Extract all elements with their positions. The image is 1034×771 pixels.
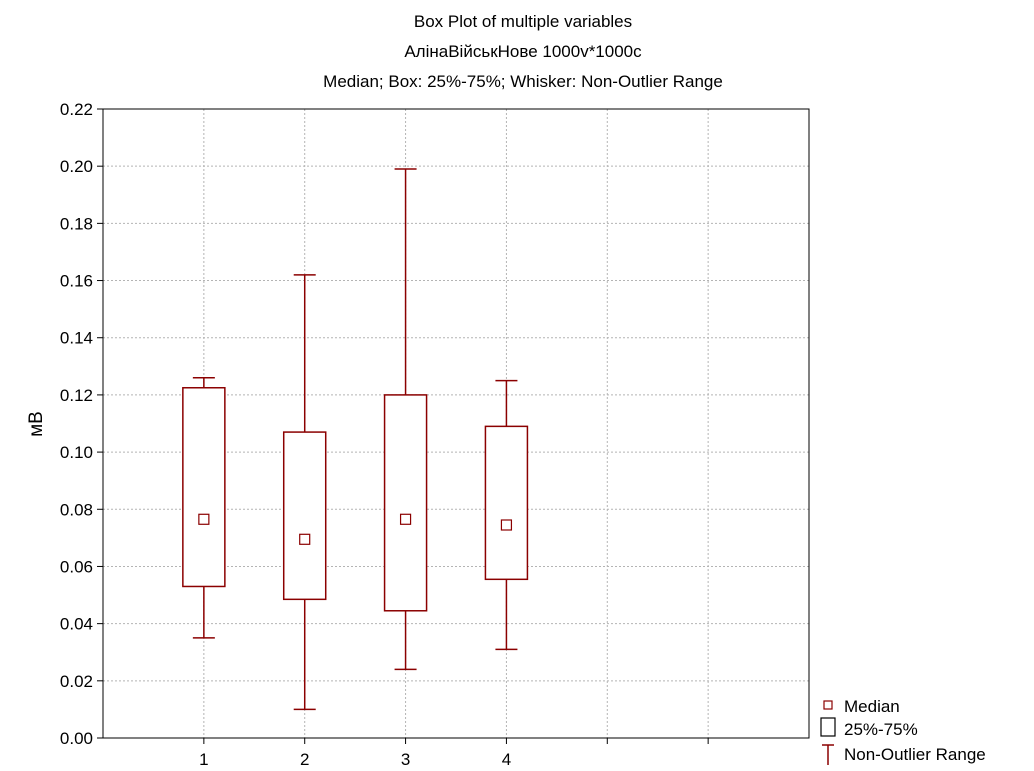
legend-label-median: Median	[844, 697, 900, 716]
legend-item-box: 25%-75%	[820, 717, 918, 739]
y-tick-label-5: 0.10	[60, 443, 93, 462]
median-marker-2	[299, 533, 311, 545]
y-tick-label-9: 0.18	[60, 214, 93, 233]
median-marker-4	[500, 519, 513, 531]
x-tick-label-2: 2	[300, 750, 309, 769]
legend-box-icon	[820, 717, 836, 737]
y-tick-label-10: 0.20	[60, 157, 93, 176]
box-1	[182, 377, 226, 639]
y-tick-label-7: 0.14	[60, 329, 93, 348]
median-marker-3	[399, 513, 412, 525]
iqr-box-2	[282, 431, 327, 601]
x-tick-label-4: 4	[502, 750, 511, 769]
y-axis-label: мВ	[26, 411, 47, 437]
iqr-box-4	[484, 425, 529, 581]
axes: 0.00 0.02 0.04 0.06 0.08 0.10 0.12 0.14 0.16 0.18…	[60, 100, 810, 769]
y-tick-label-3: 0.06	[60, 557, 93, 576]
plot-frame	[102, 108, 810, 739]
iqr-box-1	[182, 387, 226, 588]
y-tick-label-1: 0.02	[60, 672, 93, 691]
legend-median-icon	[823, 700, 833, 710]
y-tick-label-8: 0.16	[60, 272, 93, 291]
legend: Median 25%-75% Non-Outlier Range	[820, 697, 986, 765]
y-tick-label-6: 0.12	[60, 386, 93, 405]
chart-subtitle-stats: Median; Box: 25%-75%; Whisker: Non-Outli…	[323, 72, 723, 91]
chart-title: Box Plot of multiple variables	[414, 12, 632, 31]
x-tick-label-1: 1	[199, 750, 208, 769]
box-2	[282, 274, 327, 711]
legend-item-median: Median	[823, 697, 900, 716]
box-3	[383, 168, 428, 671]
y-tick-label-4: 0.08	[60, 500, 93, 519]
iqr-box-3	[383, 394, 428, 612]
box-4	[484, 379, 529, 651]
x-tick-label-3: 3	[401, 750, 410, 769]
legend-label-whisker: Non-Outlier Range	[844, 745, 986, 764]
y-tick-label-0: 0.00	[60, 729, 93, 748]
box-series	[182, 168, 529, 711]
y-tick-label-2: 0.04	[60, 615, 93, 634]
legend-label-box: 25%-75%	[844, 720, 918, 739]
y-tick-label-11: 0.22	[60, 100, 93, 119]
legend-item-whisker: Non-Outlier Range	[822, 744, 986, 765]
chart-subtitle: АлінаВійськНове 1000v*1000c	[404, 42, 642, 61]
median-marker-1	[198, 513, 210, 525]
